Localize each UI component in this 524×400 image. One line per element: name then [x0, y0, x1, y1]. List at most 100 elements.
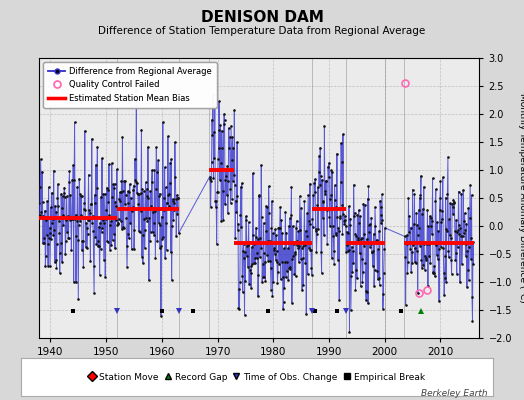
Point	[407, 224, 415, 231]
Point	[158, 235, 167, 242]
Point	[279, 299, 288, 306]
Point	[335, 297, 343, 303]
Point	[408, 249, 416, 255]
Point	[330, 261, 339, 268]
Point	[363, 196, 372, 202]
Point	[243, 253, 251, 259]
Point	[249, 232, 257, 238]
Point	[163, 200, 172, 207]
Point	[270, 245, 278, 251]
Point	[243, 242, 252, 249]
Point	[261, 278, 270, 284]
Point	[372, 238, 380, 244]
Point	[331, 197, 339, 203]
Point	[250, 240, 258, 247]
Point	[311, 228, 320, 234]
Point	[289, 252, 298, 259]
Point	[342, 223, 350, 229]
Point	[58, 259, 66, 265]
Point	[339, 231, 347, 238]
Point	[99, 217, 107, 223]
Point	[341, 212, 349, 219]
Point	[53, 181, 62, 187]
Point	[167, 156, 176, 162]
Point	[326, 223, 334, 229]
Point	[148, 229, 157, 235]
Point	[95, 272, 104, 278]
Point	[418, 265, 426, 271]
Point	[345, 203, 353, 209]
Point	[66, 168, 74, 174]
Y-axis label: Monthly Temperature Anomaly Difference (°C): Monthly Temperature Anomaly Difference (…	[518, 93, 524, 303]
Point	[265, 210, 274, 216]
Point	[373, 268, 381, 274]
Point	[145, 277, 153, 284]
Point	[342, 248, 351, 255]
Point	[315, 182, 324, 188]
Point	[152, 169, 161, 175]
Point	[86, 210, 94, 216]
Point	[439, 245, 447, 251]
Point	[455, 222, 463, 228]
Point	[372, 222, 380, 229]
Point	[146, 188, 155, 194]
Point	[101, 190, 109, 197]
Point	[244, 242, 253, 248]
Point	[468, 318, 477, 324]
Point	[73, 218, 81, 224]
Point	[293, 238, 301, 244]
Point	[85, 207, 94, 213]
Point	[346, 222, 354, 228]
Point	[322, 178, 331, 184]
Point	[91, 191, 99, 198]
Point	[232, 209, 241, 215]
Point	[313, 202, 322, 208]
Point	[224, 210, 232, 216]
Point	[51, 202, 59, 209]
Point	[174, 230, 183, 236]
Point	[135, 228, 144, 235]
Point	[75, 176, 83, 182]
Point	[232, 197, 240, 204]
Point	[408, 260, 417, 266]
Point	[305, 245, 313, 251]
Point	[310, 180, 319, 186]
Point	[106, 222, 115, 228]
Point	[45, 235, 53, 241]
Point	[169, 198, 177, 204]
Point	[465, 244, 474, 250]
Point	[296, 193, 304, 200]
Point	[371, 204, 379, 210]
Point	[61, 251, 70, 257]
Point	[125, 235, 133, 242]
Point	[340, 221, 348, 227]
Point	[324, 174, 333, 180]
Point	[68, 177, 77, 183]
Point	[357, 234, 366, 241]
Point	[50, 227, 58, 233]
Point	[158, 213, 166, 220]
Point	[228, 134, 237, 140]
Point	[211, 197, 220, 204]
Point	[43, 241, 52, 247]
Point	[229, 144, 237, 151]
Point	[287, 212, 295, 218]
Point	[214, 156, 222, 162]
Point	[88, 220, 96, 226]
Point	[285, 222, 293, 229]
Point	[241, 278, 249, 284]
Point	[409, 221, 418, 228]
Point	[456, 225, 465, 231]
Point	[38, 199, 47, 206]
Point	[104, 187, 112, 194]
Point	[55, 230, 63, 236]
Point	[89, 213, 97, 219]
Point	[375, 282, 384, 288]
Point	[207, 178, 215, 185]
Point	[440, 270, 448, 276]
Point	[51, 257, 60, 263]
Point	[131, 177, 139, 184]
Point	[122, 192, 130, 199]
Point	[374, 276, 382, 283]
Point	[205, 174, 214, 180]
